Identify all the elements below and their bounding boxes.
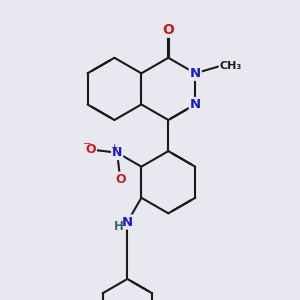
Text: H: H [114,220,123,233]
Text: CH₃: CH₃ [220,61,242,70]
Text: N: N [190,98,201,111]
Text: N: N [112,146,122,159]
Text: O: O [85,143,96,156]
Text: N: N [122,215,133,229]
Text: N: N [190,67,201,80]
Text: +: + [110,142,118,152]
Text: O: O [115,172,126,186]
Text: O: O [162,23,174,37]
Text: −: − [83,139,92,149]
